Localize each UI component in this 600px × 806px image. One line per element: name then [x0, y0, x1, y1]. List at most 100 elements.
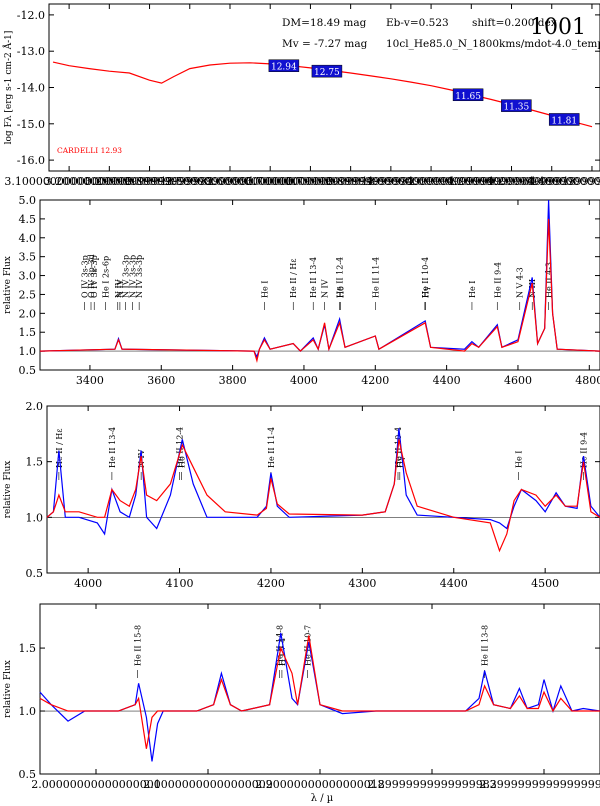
y-tick-label: 1.0 — [26, 511, 44, 524]
y-tick-label: 1.5 — [26, 456, 44, 469]
y-axis-label: relative Flux — [3, 256, 13, 314]
y-tick-label: 1.5 — [19, 642, 37, 655]
line-id-label: N IV 3s-3p — [135, 255, 144, 298]
x-tick-label: 4.09999999999999964 — [407, 175, 536, 188]
x-tick-label: 4000 — [74, 577, 102, 590]
x-tick-label: 3.20000000000000018 — [45, 175, 174, 188]
line-id-label: He II 15-8 — [133, 625, 142, 666]
photometry-label: 11.65 — [455, 92, 481, 102]
shift-label: shift=0.200 dex — [472, 17, 557, 29]
x-tick-label: 3.89999999999999991 — [326, 175, 455, 188]
line-id-label: He II 13-4 — [108, 427, 117, 468]
y-tick-label: 2.0 — [26, 400, 44, 413]
line-id-label: He II 10-4 — [421, 257, 430, 298]
x-tick-label: 3.70000000000000018 — [246, 175, 375, 188]
plot-frame — [48, 3, 600, 172]
x-tick-label: 4200 — [361, 374, 389, 387]
y-axis-label: log Fλ [erg s-1 cm-2 Å-1] — [2, 31, 14, 145]
plot-frame — [39, 603, 600, 775]
x-tick-label: 4800 — [575, 374, 600, 387]
x-tick-label: 4200 — [257, 577, 285, 590]
chart-panel-1: 3400 3600 3800 4000 4200 4400 4600 4800 0.5 1.0 1.… — [3, 194, 600, 387]
y-tick-label: -14.0 — [17, 82, 45, 95]
line-id-label: He I — [515, 451, 524, 468]
y-tick-label: -15.0 — [17, 118, 45, 131]
y-tick-label: -12.0 — [17, 9, 45, 22]
series-observed — [39, 632, 600, 762]
x-tick-label: 4.29999999999999982 — [487, 175, 600, 188]
x-tick-label: 4.20000000000000018 — [447, 175, 576, 188]
x-tick-label: 3.10000000000000009 — [4, 175, 133, 188]
x-tick-label: 3800 — [219, 374, 247, 387]
line-id-label: He II / Hε — [289, 259, 298, 298]
series-model — [39, 635, 600, 749]
chart-panel-0: 3.100000000000000093.200000000000000183.… — [2, 3, 600, 188]
y-tick-label: 4.0 — [19, 232, 37, 245]
line-id-label: He I 2s-6p — [102, 256, 111, 298]
x-tick-label: 4500 — [531, 577, 559, 590]
series-observed — [46, 428, 600, 536]
x-tick-label: 4600 — [504, 374, 532, 387]
photometry-box — [501, 99, 532, 112]
line-id-label: O IV 3s-3p — [81, 255, 90, 298]
line-id-label: He II 4-3 — [545, 262, 554, 298]
line-id-label: He II 9-4 — [493, 262, 502, 298]
line-id-label: N V 4-3 — [516, 267, 525, 298]
x-tick-label: 3400 — [76, 374, 104, 387]
y-tick-label: 1.0 — [19, 345, 37, 358]
line-id-label: He II 14-8 — [276, 625, 285, 666]
line-id-label: O IV 3p-3d — [87, 254, 96, 298]
line-id-label: Hγ — [422, 286, 431, 298]
line-id-label: He II 13-8 — [481, 625, 490, 666]
y-tick-label: -13.0 — [17, 45, 45, 58]
line-id-label: He II 12-4 — [336, 257, 345, 298]
x-tick-label: 4.00000000000000000 — [366, 175, 495, 188]
y-tick-label: 3.0 — [19, 270, 37, 283]
photometry-box — [548, 113, 580, 126]
x-tick-label: 2.29999999999999982 — [367, 778, 496, 791]
plot-frame — [39, 199, 600, 371]
x-tick-label: 4400 — [440, 577, 468, 590]
line-id-label: Hδ — [177, 456, 186, 468]
y-tick-label: 0.5 — [19, 364, 37, 377]
line-id-label: He II 11-4 — [267, 427, 276, 468]
photometry-label: 11.81 — [551, 116, 577, 126]
y-axis-label: relative Flux — [3, 660, 13, 718]
photometry-label: 11.35 — [503, 103, 529, 113]
line-id-label: He I — [260, 281, 269, 298]
photometry-box — [311, 64, 343, 78]
photometry-label: 12.94 — [271, 63, 297, 73]
chart-panels: 3.100000000000000093.200000000000000183.… — [2, 3, 600, 791]
line-id-label: O IV 3s-3p — [90, 255, 99, 298]
x-tick-label: 2.00000000000000000 — [31, 778, 160, 791]
series-model — [46, 439, 600, 553]
line-id-label: N IV — [321, 279, 330, 298]
x-tick-label: 4.40000000000000036 — [527, 175, 600, 188]
line-id-label: He II 11-4 — [371, 257, 380, 298]
x-tick-label: 4300 — [348, 577, 376, 590]
line-id-label: Hγ — [396, 456, 405, 468]
line-id-label: N IV — [116, 279, 125, 298]
y-tick-label: 3.5 — [19, 251, 37, 264]
line-id-label: He II 9-4 — [580, 432, 589, 468]
x-tick-label: 3.29999999999999982 — [85, 175, 214, 188]
line-id-label: N IV — [114, 279, 123, 298]
x-tick-label: 3.50000000000000000 — [165, 175, 294, 188]
x-axis-bottom-label: λ / µ — [311, 793, 334, 804]
y-tick-label: 1.0 — [19, 705, 37, 718]
line-id-label: N IV 3s-3p — [128, 255, 137, 298]
dm-label: DM=18.49 mag — [282, 17, 367, 29]
x-tick-label: 3.39999999999999991 — [125, 175, 254, 188]
y-tick-label: 1.5 — [19, 326, 37, 339]
line-id-label: He I — [468, 281, 477, 298]
chart-panel-3: 2.000000000000000002.100000000000000092.… — [3, 603, 600, 791]
y-tick-label: 5.0 — [19, 194, 37, 207]
model-label: 10cl_He85.0_N_1800kms/mdot-4.0_temp4.600 — [386, 38, 600, 50]
reddening-label: CARDELLI 12.93 — [57, 146, 122, 155]
x-tick-label: 3.79999999999999982 — [286, 175, 415, 188]
photometry-box — [452, 88, 484, 102]
y-axis-label: relative Flux — [3, 461, 13, 519]
line-id-label: He II / Hε — [55, 429, 64, 468]
series-model — [52, 61, 593, 128]
x-tick-label: 3600 — [147, 374, 175, 387]
